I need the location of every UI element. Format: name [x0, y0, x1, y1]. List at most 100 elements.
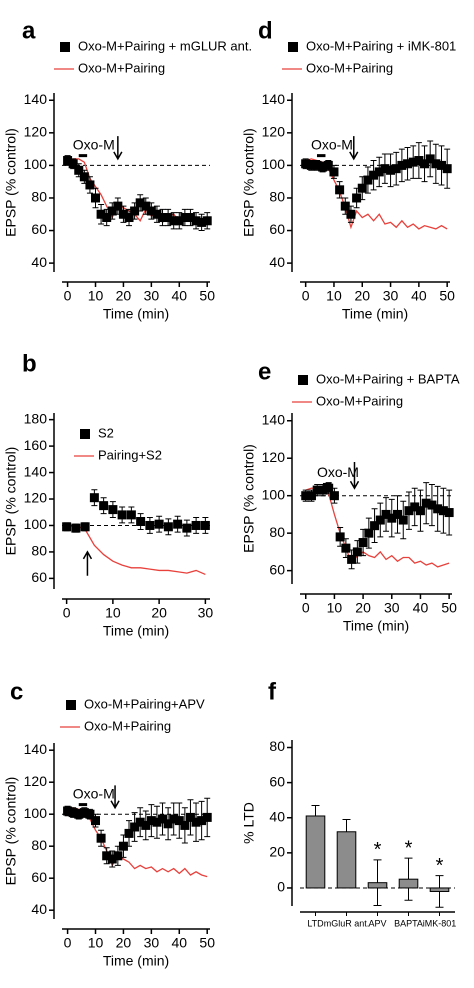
data-point	[386, 165, 396, 175]
y-tick-label: 60	[269, 773, 285, 789]
y-tick-label: 20	[269, 844, 285, 860]
data-point	[421, 498, 431, 508]
arrow	[113, 136, 123, 161]
x-axis-label: Time (min)	[103, 623, 169, 639]
annotation: Oxo-M	[73, 786, 115, 802]
data-point	[397, 160, 407, 170]
data-point	[102, 213, 112, 223]
x-tick-label: 0	[302, 288, 310, 304]
data-point	[74, 809, 84, 819]
data-point	[107, 206, 117, 216]
data-point	[145, 520, 155, 530]
data-point	[380, 164, 390, 174]
data-point	[158, 814, 168, 824]
data-point	[146, 816, 156, 826]
data-point	[158, 213, 168, 223]
data-point	[113, 851, 123, 861]
data-point	[108, 505, 118, 515]
y-tick-label: 100	[262, 156, 286, 172]
x-tick-label: 20	[116, 935, 132, 951]
y-tick-label: 60	[269, 561, 285, 577]
data-point	[154, 519, 164, 529]
y-tick-label: 80	[269, 738, 285, 754]
data-point	[197, 816, 207, 826]
x-axis-label: Time (min)	[103, 953, 169, 969]
y-axis-label: EPSP (% control)	[241, 128, 257, 237]
x-tick-label: 20	[355, 600, 371, 616]
data-point	[202, 216, 212, 226]
data-point	[146, 206, 156, 216]
y-tick-label: 0	[277, 879, 285, 895]
legend-symbol	[288, 42, 298, 52]
data-point	[174, 816, 184, 826]
data-point	[323, 160, 333, 170]
annotation: Oxo-M	[73, 137, 115, 153]
data-point	[403, 159, 413, 169]
data-point	[63, 156, 73, 166]
x-tick-label: 40	[411, 288, 427, 304]
data-point	[180, 820, 190, 830]
y-tick-label: 80	[269, 189, 285, 205]
legend-symbol	[80, 429, 90, 439]
data-point	[191, 520, 201, 530]
data-point	[370, 521, 380, 531]
data-point	[124, 828, 134, 838]
data-point	[130, 206, 140, 216]
data-point	[79, 172, 89, 182]
data-point	[427, 500, 437, 510]
data-point	[329, 491, 339, 501]
data-point	[340, 201, 350, 211]
x-tick-label: LTD	[307, 918, 324, 928]
data-point	[180, 213, 190, 223]
x-tick-label: 30	[144, 935, 160, 951]
data-point	[352, 547, 362, 557]
data-point	[163, 213, 173, 223]
data-point	[346, 209, 356, 219]
data-point	[85, 809, 95, 819]
x-tick-label: 20	[354, 288, 370, 304]
x-axis-label: Time (min)	[103, 306, 169, 322]
bar	[398, 878, 419, 889]
x-tick-label: BAPTA	[394, 918, 423, 928]
y-tick-label: 120	[262, 449, 286, 465]
data-point	[197, 217, 207, 227]
significance-marker: *	[436, 855, 444, 877]
data-point	[74, 165, 84, 175]
x-tick-label: 50	[439, 288, 455, 304]
data-point	[135, 817, 145, 827]
data-point	[102, 851, 112, 861]
data-point	[173, 519, 183, 529]
x-tick-label: 30	[383, 288, 399, 304]
x-tick-label: 10	[88, 935, 104, 951]
x-tick-label: 20	[151, 605, 167, 621]
data-point	[118, 841, 128, 851]
data-point	[408, 157, 418, 167]
y-tick-label: 100	[24, 805, 48, 821]
y-tick-label: 80	[31, 837, 47, 853]
data-point	[415, 506, 425, 516]
annotation: Oxo-M	[317, 464, 359, 480]
y-tick-label: 100	[262, 486, 286, 502]
x-tick-label: 40	[413, 600, 429, 616]
legend-label: Oxo-M+Pairing + BAPTA	[316, 371, 460, 386]
y-axis-label: EPSP (% control)	[3, 777, 19, 886]
data-point	[80, 522, 90, 532]
y-tick-label: 180	[24, 410, 48, 426]
data-point	[130, 822, 140, 832]
y-tick-label: 140	[24, 741, 48, 757]
data-point	[152, 817, 162, 827]
data-point	[393, 509, 403, 519]
data-point	[126, 510, 136, 520]
data-point	[335, 532, 345, 542]
data-point	[306, 160, 316, 170]
data-point	[420, 159, 430, 169]
legend-symbol	[298, 375, 308, 385]
x-tick-label: 0	[64, 935, 72, 951]
data-point	[431, 159, 441, 169]
x-tick-label: 10	[327, 600, 343, 616]
data-point	[135, 198, 145, 208]
x-tick-label: 30	[144, 288, 160, 304]
x-tick-label: 50	[441, 600, 457, 616]
data-point	[136, 517, 146, 527]
